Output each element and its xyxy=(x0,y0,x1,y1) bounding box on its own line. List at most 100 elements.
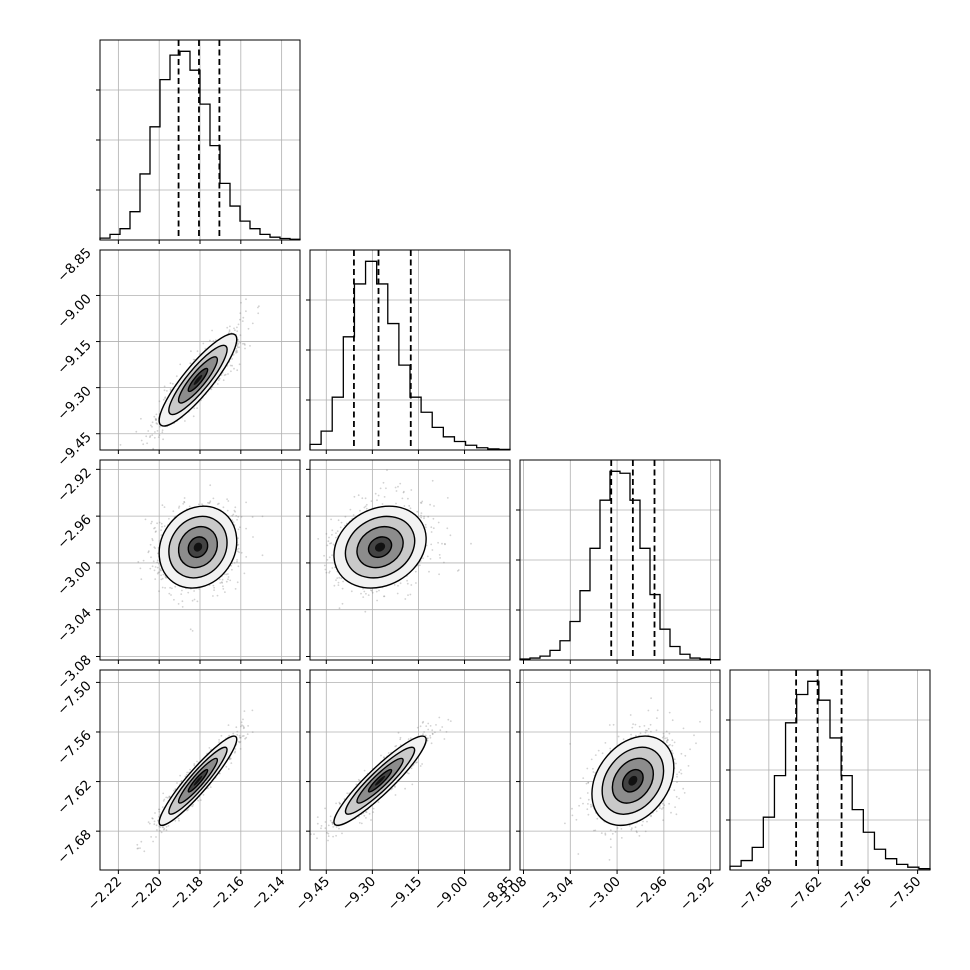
histogram-panel-1 xyxy=(306,249,511,454)
scatter-point xyxy=(163,798,166,801)
scatter-point xyxy=(335,532,337,534)
scatter-point xyxy=(147,551,150,554)
scatter-point xyxy=(217,379,220,381)
scatter-point xyxy=(245,527,248,530)
scatter-point xyxy=(149,435,152,437)
scatter-point xyxy=(227,500,230,502)
scatter-point xyxy=(364,505,367,508)
scatter-point xyxy=(245,310,247,313)
scatter-point xyxy=(135,430,138,433)
scatter-point xyxy=(404,598,407,600)
scatter-point xyxy=(257,306,259,309)
scatter-point xyxy=(199,799,202,801)
scatter-point xyxy=(225,573,228,576)
scatter-point xyxy=(349,508,352,511)
scatter-point xyxy=(332,543,335,546)
scatter-point xyxy=(220,734,223,737)
scatter-point xyxy=(184,775,187,778)
contour-line xyxy=(187,536,209,559)
scatter-point xyxy=(420,516,423,519)
scatter-point xyxy=(406,582,409,585)
scatter-point xyxy=(239,341,242,344)
scatter-point xyxy=(151,434,154,436)
scatter-point xyxy=(372,807,375,810)
scatter-point xyxy=(218,578,221,581)
scatter-point xyxy=(395,490,398,492)
scatter-point xyxy=(423,731,425,733)
scatter-point xyxy=(153,527,155,530)
scatter-point xyxy=(365,507,368,510)
contour-line xyxy=(187,367,209,393)
scatter-point xyxy=(431,479,434,482)
scatter-point xyxy=(227,576,230,578)
scatter-point xyxy=(179,363,182,366)
scatter-point xyxy=(158,562,160,565)
scatter-point xyxy=(239,334,242,337)
scatter-point xyxy=(238,741,241,744)
scatter-point xyxy=(443,738,446,740)
scatter-point xyxy=(235,352,237,354)
scatter-point xyxy=(229,579,232,582)
scatter-point xyxy=(407,594,409,596)
scatter-point xyxy=(161,525,163,528)
x-tick-label: −2.20 xyxy=(125,874,166,915)
scatter-point xyxy=(237,547,240,550)
scatter-point xyxy=(210,388,213,391)
scatter-point xyxy=(153,569,156,572)
contour-line xyxy=(177,757,219,804)
scatter-point xyxy=(218,502,220,505)
scatter-panel-2-0: −3.08−3.04−3.00−2.96−2.92 xyxy=(54,459,301,693)
scatter-point xyxy=(168,592,171,595)
y-tick-label: −9.45 xyxy=(54,429,95,470)
scatter-point xyxy=(220,581,223,583)
scatter-point xyxy=(328,536,330,539)
scatter-point xyxy=(160,534,163,537)
scatter-point xyxy=(234,510,237,513)
scatter-point xyxy=(240,551,243,554)
scatter-point xyxy=(403,490,405,493)
scatter-point xyxy=(335,802,337,805)
scatter-point xyxy=(224,373,227,376)
scatter-point xyxy=(226,326,229,329)
scatter-point xyxy=(394,786,396,788)
scatter-point xyxy=(163,389,166,392)
scatter-point xyxy=(221,578,224,581)
scatter-point xyxy=(357,778,360,781)
histogram-panel-0 xyxy=(96,39,301,244)
scatter-panel-1-0: −9.45−9.30−9.15−9.00−8.85 xyxy=(54,245,301,470)
scatter-point xyxy=(161,826,164,829)
scatter-point xyxy=(429,558,432,560)
scatter-point xyxy=(341,587,344,590)
scatter-point xyxy=(329,815,332,818)
scatter-point xyxy=(238,551,241,554)
y-tick-label: −8.85 xyxy=(54,245,95,286)
scatter-point xyxy=(169,388,172,391)
scatter-point xyxy=(151,539,154,542)
scatter-point xyxy=(360,822,363,825)
contour-line xyxy=(344,515,416,579)
scatter-point xyxy=(153,823,156,826)
x-tick-label: −2.22 xyxy=(85,874,126,915)
scatter-point xyxy=(188,505,191,508)
scatter-point xyxy=(160,831,163,834)
x-tick-label: −2.18 xyxy=(166,874,207,915)
scatter-point xyxy=(427,737,429,740)
scatter-point xyxy=(183,501,186,503)
scatter-point xyxy=(237,543,240,546)
scatter-point xyxy=(144,518,147,521)
scatter-point xyxy=(239,312,242,315)
contour-line xyxy=(367,536,393,559)
scatter-point xyxy=(168,795,171,798)
scatter-point xyxy=(159,569,162,571)
scatter-point xyxy=(152,560,155,563)
scatter-point xyxy=(357,494,360,497)
scatter-point xyxy=(234,748,237,750)
scatter-point xyxy=(420,512,423,514)
scatter-point xyxy=(236,560,238,563)
y-tick-label: −7.62 xyxy=(54,777,95,818)
scatter-point xyxy=(237,565,240,568)
scatter-point xyxy=(137,847,140,850)
scatter-point xyxy=(153,546,156,548)
scatter-point xyxy=(243,710,246,712)
scatter-point xyxy=(178,505,181,508)
